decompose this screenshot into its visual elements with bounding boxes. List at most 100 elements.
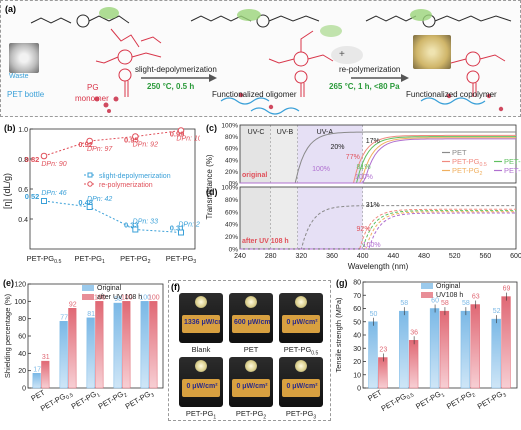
sensor-light — [295, 296, 307, 308]
tensile-panel: (g) 0 10 20 30 40 50 60 70 80 Tensile strength (MP… — [333, 276, 521, 425]
y-tick-label: 10 — [353, 372, 361, 379]
pg-structure — [95, 28, 162, 97]
bar — [149, 301, 158, 389]
x-tick-label: 280 — [265, 253, 277, 260]
step2-conditions: 265 °C, 1 h, <80 Pa — [329, 82, 400, 91]
data-point — [40, 152, 48, 160]
legend-label: re-polymerization — [99, 182, 153, 189]
meter-reading: 1336 μW/cm² — [184, 319, 220, 326]
transmittance-panel: (c) (d) UV-C UV-B UV-A original after UV 108 h… — [204, 121, 521, 273]
uv-meter-photo: 0 μW/cm² — [279, 293, 323, 343]
bar — [140, 301, 149, 389]
y-tick-label: 30 — [353, 346, 361, 353]
value-label: 0.33 — [124, 221, 139, 230]
legend-label: PET-PG2 — [452, 166, 483, 177]
bar-value: 50 — [370, 311, 378, 318]
meter-reading: 0 μW/cm² — [236, 383, 268, 390]
viscosity-panel: (b) [η] (dL/g) 0.4 0.6 0.8 1.0 PET-PG0.5 PET-PG… — [0, 121, 206, 271]
bar-value: 92 — [69, 301, 77, 308]
x-tick-label: PET-PG0.5 — [27, 254, 62, 265]
bar-value: 98 — [114, 296, 122, 303]
bar — [59, 321, 68, 389]
y-tick-label: 20 — [353, 359, 361, 366]
annotation: 81% — [357, 164, 371, 171]
uva-region — [297, 187, 363, 249]
x-tick-label: 400 — [357, 253, 369, 260]
bar-value: 69 — [503, 286, 511, 293]
x-tick-label: 560 — [479, 253, 491, 260]
bar-value: 100 — [94, 294, 106, 301]
bar — [470, 304, 480, 389]
sample-caption: Blank — [191, 345, 211, 354]
bar-value: 81 — [87, 311, 95, 318]
bar-value: 100 — [121, 294, 133, 301]
sensor-light — [295, 360, 307, 372]
annotation: 92% — [357, 226, 371, 233]
bar — [439, 310, 450, 389]
legend-swatch — [82, 294, 94, 300]
meter-reading: 0 μW/cm² — [286, 383, 318, 390]
y-tick-label: 40 — [353, 333, 361, 340]
meter-screen: 0 μW/cm² — [282, 315, 320, 333]
sample-caption: PET — [243, 345, 259, 354]
dp-label: DPn: 33 — [133, 219, 158, 226]
panel-label-c: (c) — [206, 123, 217, 133]
sensor-light — [245, 296, 257, 308]
pet-structure — [30, 14, 130, 28]
dp-label: DPn: 97 — [87, 146, 113, 153]
monomer-label: monomer — [75, 94, 109, 103]
step1-conditions: 250 °C, 0.5 h — [147, 82, 195, 91]
annotation: 20% — [330, 144, 344, 151]
sensor-light — [195, 360, 207, 372]
legend-label: Original — [436, 283, 461, 290]
y-axis-label: [η] (dL/g) — [2, 173, 12, 209]
panel-label-f: (f) — [171, 282, 180, 292]
waste-label: Waste — [9, 73, 29, 80]
y-axis-label: Tensile strength (MPa) — [334, 297, 343, 373]
bar-value: 77 — [60, 314, 68, 321]
dp-label: DPn: 104 — [176, 136, 200, 143]
dp-label: DPn: 20 — [178, 222, 200, 229]
bar — [399, 310, 409, 389]
data-point — [177, 127, 185, 134]
region-label: UV-A — [317, 129, 334, 136]
x-tick-label: 320 — [295, 253, 307, 260]
bar — [378, 357, 388, 389]
y-tick-label: 80% — [225, 197, 238, 204]
y-tick-label: 20 — [18, 368, 26, 375]
y-tick-label: 60 — [353, 306, 361, 313]
y-tick-label: 70 — [353, 293, 361, 300]
y-tick-label: 50 — [353, 319, 361, 326]
bar — [368, 321, 378, 389]
highlight-blob — [99, 7, 119, 19]
bar — [460, 310, 471, 389]
pet-bottle-label: PET bottle — [7, 90, 45, 99]
x-tick-label: 600 — [510, 253, 521, 260]
annotation: 100% — [312, 166, 330, 173]
value-label: 0.82 — [25, 155, 40, 164]
annotation: 100% — [355, 174, 373, 181]
step1-label: slight-depolymerization — [135, 65, 217, 74]
bar — [95, 301, 104, 389]
bar — [491, 318, 501, 389]
plot-frame — [239, 124, 517, 184]
value-label: 0.92 — [78, 140, 93, 149]
bar-value: 36 — [410, 329, 418, 336]
dp-label: DPn: 90 — [41, 161, 66, 168]
panel-label-d: (d) — [206, 187, 218, 197]
legend-marker — [87, 172, 93, 178]
uv-meter-photo: 0 μW/cm² — [279, 357, 323, 407]
bar — [113, 302, 122, 389]
curve-pg3-uv — [240, 212, 516, 250]
meter-screen: 0 μW/cm² — [282, 379, 320, 397]
uvb-region — [270, 125, 298, 183]
step2-label: re-polymerization — [339, 65, 401, 74]
x-tick-label: PET-PG2 — [97, 388, 129, 413]
tensile-chart: (g) 0 10 20 30 40 50 60 70 80 Tensile strength (MP… — [334, 278, 518, 413]
data-point — [41, 198, 47, 204]
y-tick-label: 20% — [225, 234, 238, 241]
bar — [32, 373, 41, 389]
x-tick-label: PET-PG1 — [74, 254, 105, 265]
legend-label: slight-depolymerization — [99, 173, 171, 180]
y-tick-label: 0.6 — [18, 187, 28, 194]
